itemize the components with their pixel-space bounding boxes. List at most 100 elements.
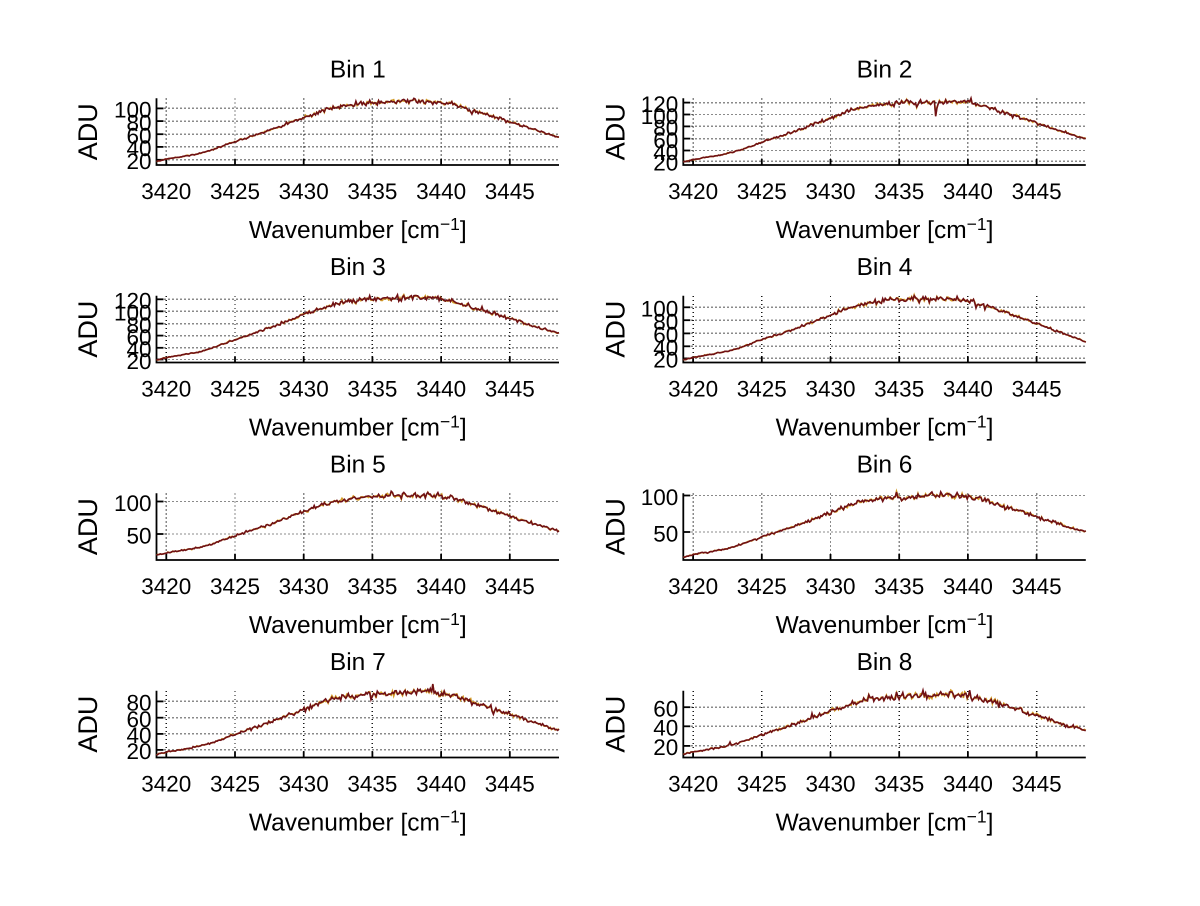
svg-text:80: 80 [653,310,678,335]
svg-text:80: 80 [126,313,151,338]
svg-text:3440: 3440 [943,179,993,204]
svg-text:3440: 3440 [416,574,466,599]
svg-text:Wavenumber [cm−1]: Wavenumber [cm−1] [249,412,467,442]
svg-text:Bin 4: Bin 4 [857,254,913,281]
svg-text:60: 60 [653,697,678,722]
svg-text:60: 60 [126,124,151,149]
svg-text:ADU: ADU [73,696,103,753]
svg-text:Wavenumber [cm−1]: Wavenumber [cm−1] [776,214,994,244]
svg-text:3425: 3425 [737,179,787,204]
svg-text:3435: 3435 [347,179,397,204]
svg-text:Wavenumber [cm−1]: Wavenumber [cm−1] [776,807,994,837]
svg-text:80: 80 [126,691,151,716]
svg-text:3435: 3435 [874,574,924,599]
svg-text:100: 100 [114,491,152,516]
svg-text:Bin 2: Bin 2 [857,57,913,84]
svg-text:Bin 3: Bin 3 [330,254,386,281]
svg-text:Bin 1: Bin 1 [330,57,386,84]
svg-text:Bin 8: Bin 8 [857,649,913,676]
svg-text:3420: 3420 [141,376,191,401]
svg-text:3430: 3430 [279,376,329,401]
svg-text:3425: 3425 [210,179,260,204]
svg-text:40: 40 [126,337,151,362]
svg-text:60: 60 [126,707,151,732]
svg-text:ADU: ADU [601,103,631,160]
svg-text:3425: 3425 [737,771,787,796]
svg-text:3420: 3420 [141,574,191,599]
svg-text:80: 80 [653,116,678,141]
svg-text:40: 40 [653,716,678,741]
svg-text:80: 80 [126,110,151,135]
svg-text:100: 100 [114,301,152,326]
svg-text:3430: 3430 [279,574,329,599]
svg-text:3420: 3420 [668,574,718,599]
svg-text:100: 100 [114,98,152,123]
svg-text:20: 20 [126,349,151,374]
svg-text:3445: 3445 [1012,376,1062,401]
svg-text:3445: 3445 [485,376,535,401]
svg-text:20: 20 [126,739,151,764]
svg-text:3445: 3445 [1012,179,1062,204]
svg-text:100: 100 [641,485,679,510]
svg-text:Bin 7: Bin 7 [330,649,386,676]
svg-text:100: 100 [641,104,679,129]
svg-text:3425: 3425 [210,376,260,401]
svg-text:40: 40 [653,140,678,165]
svg-text:3445: 3445 [1012,771,1062,796]
svg-text:20: 20 [653,348,678,373]
svg-text:3435: 3435 [874,376,924,401]
svg-text:3435: 3435 [347,574,397,599]
svg-text:3425: 3425 [737,574,787,599]
svg-text:60: 60 [653,323,678,348]
svg-text:3420: 3420 [668,179,718,204]
svg-text:3445: 3445 [485,574,535,599]
svg-text:120: 120 [641,92,679,117]
svg-text:3430: 3430 [805,376,855,401]
svg-text:3440: 3440 [416,376,466,401]
svg-text:3440: 3440 [416,771,466,796]
svg-text:3440: 3440 [943,574,993,599]
svg-text:50: 50 [126,523,151,548]
svg-text:20: 20 [653,151,678,176]
svg-text:60: 60 [653,128,678,153]
svg-text:ADU: ADU [73,498,103,555]
svg-text:3430: 3430 [805,574,855,599]
svg-text:3420: 3420 [668,376,718,401]
svg-text:40: 40 [653,336,678,361]
svg-text:3435: 3435 [347,376,397,401]
svg-text:3435: 3435 [347,771,397,796]
svg-text:Wavenumber [cm−1]: Wavenumber [cm−1] [776,412,994,442]
svg-text:3440: 3440 [943,771,993,796]
svg-text:Wavenumber [cm−1]: Wavenumber [cm−1] [249,807,467,837]
svg-text:Bin 6: Bin 6 [857,452,913,479]
svg-text:3425: 3425 [210,574,260,599]
svg-text:3440: 3440 [416,179,466,204]
svg-text:3445: 3445 [485,179,535,204]
svg-text:Wavenumber [cm−1]: Wavenumber [cm−1] [776,609,994,639]
svg-text:Wavenumber [cm−1]: Wavenumber [cm−1] [249,609,467,639]
svg-text:20: 20 [653,735,678,760]
svg-text:120: 120 [114,289,152,314]
svg-text:40: 40 [126,136,151,161]
svg-text:20: 20 [126,149,151,174]
svg-text:40: 40 [126,723,151,748]
svg-text:3430: 3430 [805,771,855,796]
svg-text:3430: 3430 [279,771,329,796]
svg-text:ADU: ADU [601,498,631,555]
svg-text:Wavenumber [cm−1]: Wavenumber [cm−1] [249,214,467,244]
svg-text:3425: 3425 [210,771,260,796]
svg-text:3435: 3435 [874,179,924,204]
svg-text:Bin 5: Bin 5 [330,452,386,479]
svg-text:100: 100 [641,297,679,322]
svg-text:3420: 3420 [141,771,191,796]
svg-text:60: 60 [126,325,151,350]
svg-text:3420: 3420 [668,771,718,796]
svg-text:3430: 3430 [805,179,855,204]
svg-text:3435: 3435 [874,771,924,796]
svg-text:ADU: ADU [73,103,103,160]
svg-text:3445: 3445 [485,771,535,796]
svg-text:3425: 3425 [737,376,787,401]
svg-text:3440: 3440 [943,376,993,401]
svg-text:3420: 3420 [141,179,191,204]
svg-text:3445: 3445 [1012,574,1062,599]
